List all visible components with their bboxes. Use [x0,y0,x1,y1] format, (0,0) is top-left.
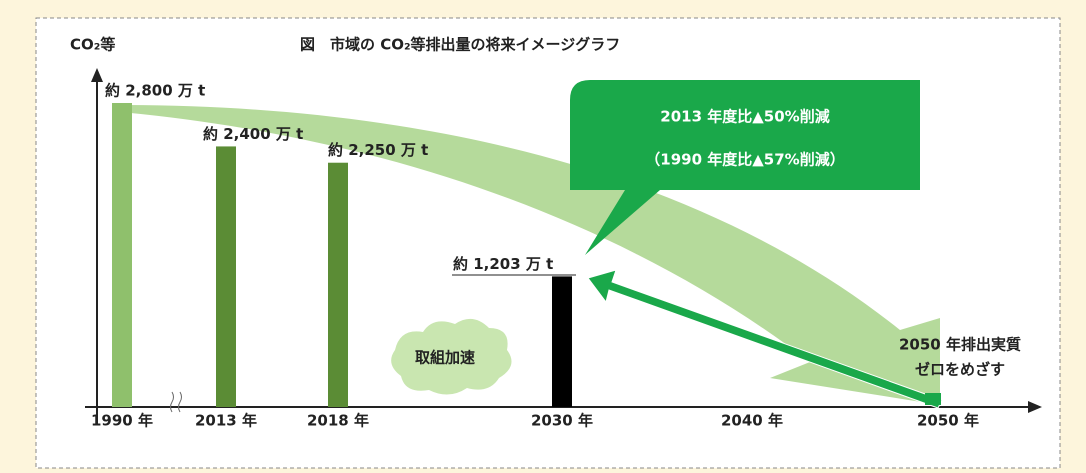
reduction-arrow [587,269,943,409]
x-tick-label: 1990 年 [91,412,153,430]
goal-marker [925,393,941,405]
value-label: 約 2,800 万 t [105,82,205,100]
cloud-text: 取組加速 [415,349,475,367]
callout-box [570,80,920,255]
value-label: 約 1,203 万 t [453,255,553,273]
bar [328,162,348,407]
callout-text: （1990 年度比▲57%削減） [645,151,844,169]
x-axis-arrow [1028,401,1042,413]
goal-text: ゼロをめざす [915,361,1005,379]
y-axis-label: CO₂等 [70,36,115,54]
x-tick-label: 2050 年 [917,412,979,430]
bar [112,103,132,407]
value-label: 約 2,250 万 t [328,141,428,159]
x-tick-label: 2018 年 [307,412,369,430]
x-tick-label: 2030 年 [531,412,593,430]
bar [216,146,236,407]
bar [552,276,572,407]
chart-title: 図 市域の CO₂等排出量の将来イメージグラフ [300,36,620,54]
cloud [391,318,512,395]
axis-break [170,391,182,413]
y-axis-arrow [91,68,103,82]
callout-text: 2013 年度比▲50%削減 [660,108,829,126]
x-tick-label: 2013 年 [195,412,257,430]
value-label: 約 2,400 万 t [203,125,303,143]
goal-text: 2050 年排出実質 [899,336,1021,354]
x-tick-label: 2040 年 [721,412,783,430]
